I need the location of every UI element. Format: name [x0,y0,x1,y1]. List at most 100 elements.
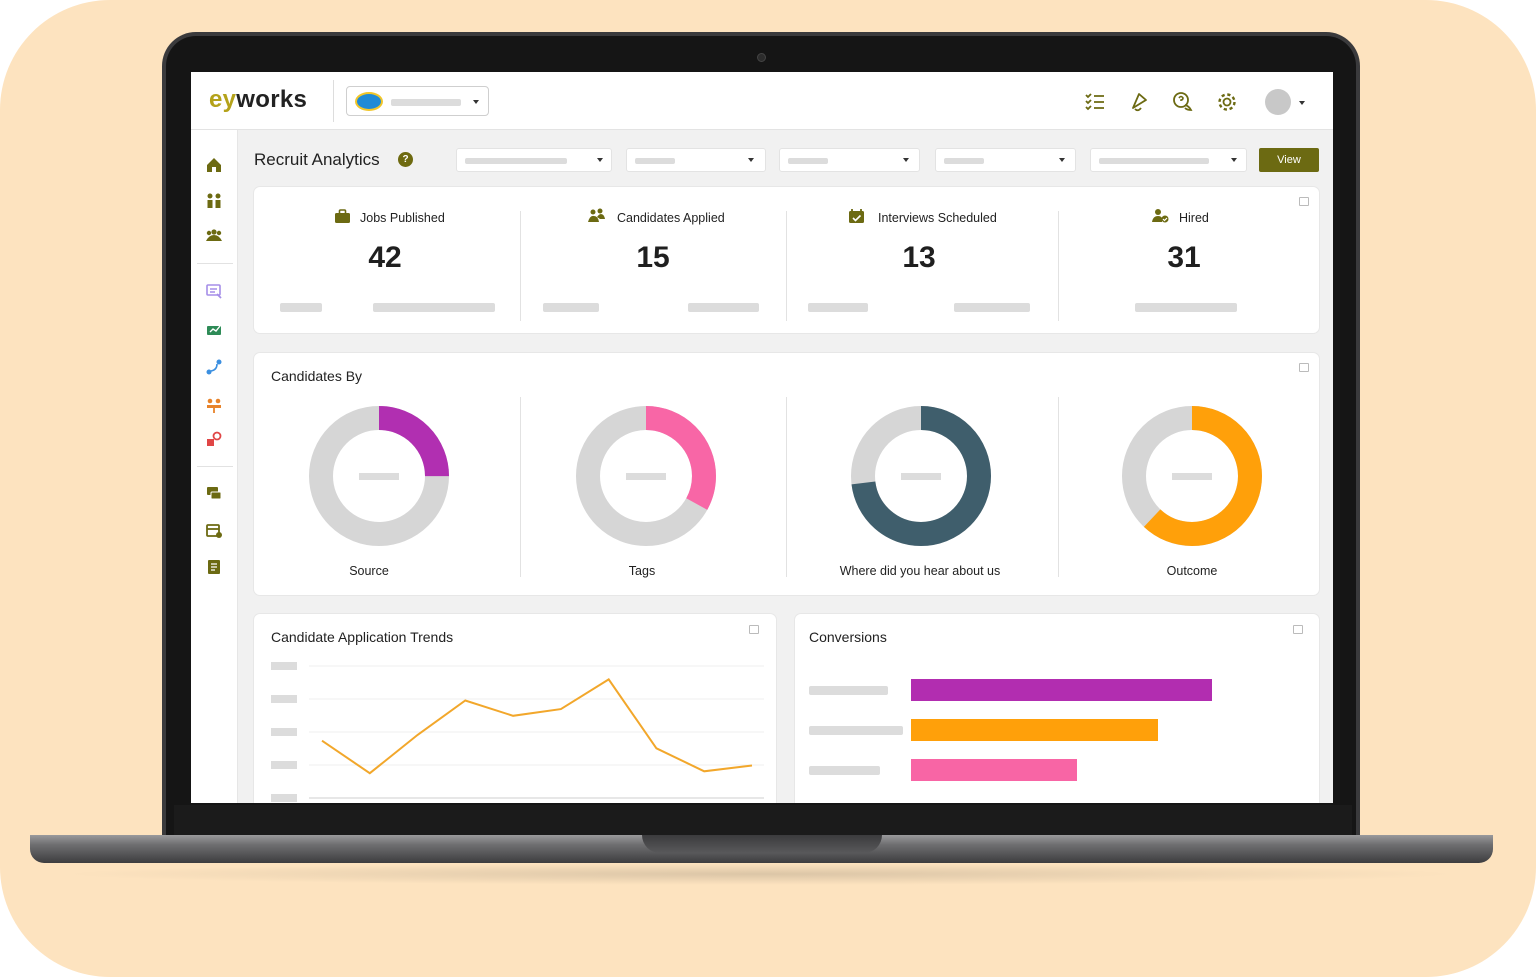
donut-segment-where-did-you-hear[interactable] [851,406,991,546]
donut-separator [520,397,521,577]
filter-value-placeholder [635,158,675,164]
y-tick-placeholder [271,662,297,670]
chevron-down-icon [473,100,479,104]
conversions-panel: Conversions [795,614,1319,803]
application-trends-panel: Candidate Application Trends [254,614,776,803]
donut-center-placeholder [359,473,399,480]
donut-chart-where-did-you-hear[interactable] [851,406,991,546]
conversion-label-placeholder [809,766,880,775]
reports-icon[interactable] [205,558,223,576]
app-screen: eyworks [191,72,1333,803]
kpi-label-interviews-scheduled: Interviews Scheduled [878,211,997,225]
donut-center-placeholder [626,473,666,480]
filter-value-placeholder [1099,158,1209,164]
eyworks-logo[interactable]: eyworks [209,86,307,114]
donut-chart-outcome[interactable] [1122,406,1262,546]
panel-menu-icon[interactable] [1299,197,1309,206]
y-tick-placeholder [271,794,297,802]
panel-menu-icon[interactable] [1293,625,1303,634]
filter-value-placeholder [944,158,984,164]
home-icon[interactable] [205,156,223,174]
kpi-panel: Jobs Published 42 Candidates Applied 15 … [254,187,1319,333]
notification-bell-icon[interactable] [1128,91,1150,113]
job-posting-icon[interactable] [205,282,223,300]
laptop-notch [642,835,882,853]
y-tick-placeholder [271,695,297,703]
integrations-icon[interactable] [205,430,223,448]
filter-dropdown-5[interactable] [1090,148,1247,172]
filter-value-placeholder [788,158,828,164]
kpi-subtext-placeholder [688,303,759,312]
filter-dropdown-1[interactable] [456,148,612,172]
y-tick-placeholder [271,728,297,736]
kpi-value-interviews-scheduled: 13 [902,241,936,274]
chevron-down-icon [748,158,754,162]
filter-dropdown-2[interactable] [626,148,766,172]
donut-center-placeholder [901,473,941,480]
donut-segment-outcome[interactable] [1122,406,1262,546]
kpi-separator [1058,211,1059,321]
filter-dropdown-4[interactable] [935,148,1076,172]
kpi-subtext-placeholder [954,303,1030,312]
user-check-icon [1152,209,1169,223]
filter-dropdown-3[interactable] [779,148,920,172]
donut-center-placeholder [1172,473,1212,480]
conversion-label-placeholder [809,726,903,735]
chevron-down-icon [1059,158,1065,162]
kpi-value-candidates-applied: 15 [636,241,670,274]
y-tick-placeholder [271,761,297,769]
panel-menu-icon[interactable] [1299,363,1309,372]
sidebar-divider [197,466,233,467]
kpi-subtext-placeholder [1135,303,1237,312]
chevron-down-icon [903,158,909,162]
app-header: eyworks [191,72,1333,130]
series-line[interactable] [321,678,753,775]
donut-segment-tags[interactable] [576,406,716,546]
interview-panel-icon[interactable] [205,396,223,414]
organization-select[interactable] [346,86,489,116]
donut-segment-source[interactable] [309,406,449,546]
gear-icon[interactable] [1216,91,1238,113]
donut-label-outcome: Outcome [1166,564,1218,578]
donut-label-where-did-you-hear: Where did you hear about us [839,564,1001,578]
workflow-icon[interactable] [205,358,223,376]
help-icon[interactable]: ? [398,152,413,167]
view-button[interactable]: View [1259,148,1319,172]
organization-name-placeholder [391,99,461,106]
conversion-label-placeholder [809,686,888,695]
header-divider [333,80,334,122]
chevron-down-icon[interactable] [1299,101,1305,105]
pipeline-icon[interactable] [205,320,223,338]
conversion-bar[interactable] [911,679,1212,701]
donut-chart-tags[interactable] [576,406,716,546]
donut-label-source: Source [349,564,389,578]
users-group-icon[interactable] [205,227,223,245]
conversion-bar[interactable] [911,719,1158,741]
kpi-subtext-placeholder [543,303,599,312]
messages-icon[interactable] [205,484,223,502]
donut-chart-source[interactable] [309,406,449,546]
kpi-subtext-placeholder [808,303,868,312]
chevron-down-icon [1231,158,1237,162]
donut-separator [1058,397,1059,577]
conversion-bar[interactable] [911,759,1077,781]
avatar[interactable] [1265,89,1291,115]
panel-menu-icon[interactable] [749,625,759,634]
kpi-label-hired: Hired [1179,211,1209,225]
webcam [757,53,766,62]
kpi-separator [520,211,521,321]
calendar-icon[interactable] [205,521,223,539]
sidebar-divider [197,263,233,264]
filter-value-placeholder [465,158,567,164]
sidebar [191,130,238,803]
conversions-title: Conversions [809,629,887,645]
checklist-icon[interactable] [1084,91,1106,113]
organization-logo-icon [355,92,383,111]
candidates-by-panel: Candidates By Source Tags Where did you … [254,353,1319,595]
kpi-separator [786,211,787,321]
team-icon[interactable] [205,192,223,210]
calendar-check-icon [849,209,864,223]
kpi-subtext-placeholder [373,303,495,312]
page-title: Recruit Analytics [254,150,380,169]
chat-help-icon[interactable] [1172,91,1194,113]
